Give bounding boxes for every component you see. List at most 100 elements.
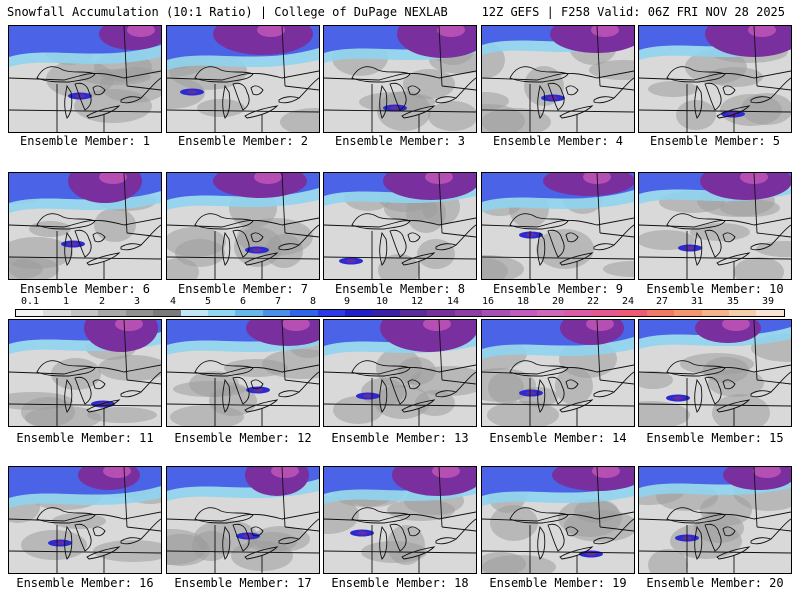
snowfall-shading [167,26,319,132]
snowfall-map-svg [324,173,476,279]
ensemble-member-map [8,319,162,427]
scale-tick-label: 27 [655,296,669,307]
snowfall-map-svg [482,173,634,279]
ensemble-member-label: Ensemble Member: 19 [489,576,627,590]
ensemble-member-label: Ensemble Member: 6 [19,282,151,296]
ensemble-member-label: Ensemble Member: 20 [646,576,784,590]
ensemble-member-label: Ensemble Member: 12 [174,431,312,445]
snowfall-map-svg [639,320,791,426]
snowfall-shading [639,467,791,573]
scale-tick-label: 31 [690,296,704,307]
snowfall-map-svg [9,173,161,279]
scale-tick-label: 8 [309,296,317,307]
scale-swatch [125,310,154,316]
ensemble-member-map [323,466,477,574]
ensemble-member-label: Ensemble Member: 2 [177,134,309,148]
map-outlines [639,26,791,132]
snowfall-map-svg [639,26,791,132]
scale-swatch [235,310,263,316]
snowfall-map-svg [324,320,476,426]
snowfall-shading [482,26,634,132]
scale-swatch [591,310,620,316]
scale-tick-label: 7 [274,296,282,307]
scale-swatch [153,310,181,316]
map-outlines [167,26,319,132]
scale-tick-label: 10 [375,296,389,307]
scale-swatch [756,310,784,316]
map-outlines [167,320,319,426]
snowfall-shading [167,173,319,279]
snowfall-map-svg [167,173,319,279]
snowfall-shading [482,320,634,426]
ensemble-member-label: Ensemble Member: 8 [334,282,466,296]
ensemble-member-map [638,172,792,280]
scale-tick-label: 16 [481,296,495,307]
snowfall-map-svg [482,26,634,132]
map-outlines [639,467,791,573]
snowfall-shading [324,467,476,565]
ensemble-member-label: Ensemble Member: 11 [16,431,154,445]
snowfall-map-svg [167,26,319,132]
map-outlines [9,320,161,426]
ensemble-member-map [323,319,477,427]
scale-tick-label: 39 [761,296,775,307]
scale-swatch [290,310,318,316]
scale-tick-label: 9 [343,296,351,307]
scale-swatch [427,310,455,316]
map-outlines [167,173,319,279]
ensemble-member-label: Ensemble Member: 13 [331,431,469,445]
ensemble-member-map [323,25,477,133]
ensemble-member-label: Ensemble Member: 1 [19,134,151,148]
scale-tick-label: 3 [133,296,141,307]
scale-swatch [372,310,400,316]
scale-tick-label: 14 [446,296,460,307]
snowfall-map-svg [9,26,161,132]
ensemble-member-label: Ensemble Member: 10 [646,282,784,296]
scale-swatch [564,310,592,316]
snowfall-map-svg [482,467,634,573]
ensemble-member-map [638,466,792,574]
ensemble-member-label: Ensemble Member: 15 [646,431,784,445]
ensemble-member-map [638,25,792,133]
snowfall-map-svg [324,26,476,132]
map-outlines [167,467,319,573]
ensemble-member-map [166,172,320,280]
scale-tick-label: 2 [98,296,106,307]
snowfall-shading [324,173,476,279]
scale-swatch [728,310,757,316]
scale-swatch [619,310,647,316]
snowfall-shading [324,320,476,424]
scale-swatch [345,310,373,316]
ensemble-member-map [8,466,162,574]
scale-swatch [16,310,44,316]
map-outlines [639,320,791,426]
ensemble-member-map [8,25,162,133]
snowfall-map-svg [324,467,476,573]
snowfall-map-svg [9,320,161,426]
ensemble-member-map [8,172,162,280]
scale-swatch [43,310,71,316]
scale-swatch [98,310,126,316]
map-outlines [482,26,634,132]
scale-swatch [454,310,483,316]
map-outlines [482,173,634,279]
ensemble-member-map [481,319,635,427]
scale-tick-label: 12 [410,296,424,307]
ensemble-member-label: Ensemble Member: 4 [492,134,624,148]
scale-swatch [646,310,675,316]
scale-tick-label: 35 [726,296,740,307]
snowfall-map-svg [639,467,791,573]
ensemble-member-label: Ensemble Member: 18 [331,576,469,590]
scale-swatch [207,310,236,316]
scale-tick-label: 1 [62,296,70,307]
map-outlines [9,467,161,573]
ensemble-member-map [166,319,320,427]
map-outlines [324,173,476,279]
scale-swatch [70,310,99,316]
scale-swatch [317,310,346,316]
map-outlines [324,26,476,132]
ensemble-member-label: Ensemble Member: 5 [649,134,781,148]
ensemble-member-label: Ensemble Member: 9 [492,282,624,296]
map-outlines [482,467,634,573]
ensemble-member-label: Ensemble Member: 16 [16,576,154,590]
